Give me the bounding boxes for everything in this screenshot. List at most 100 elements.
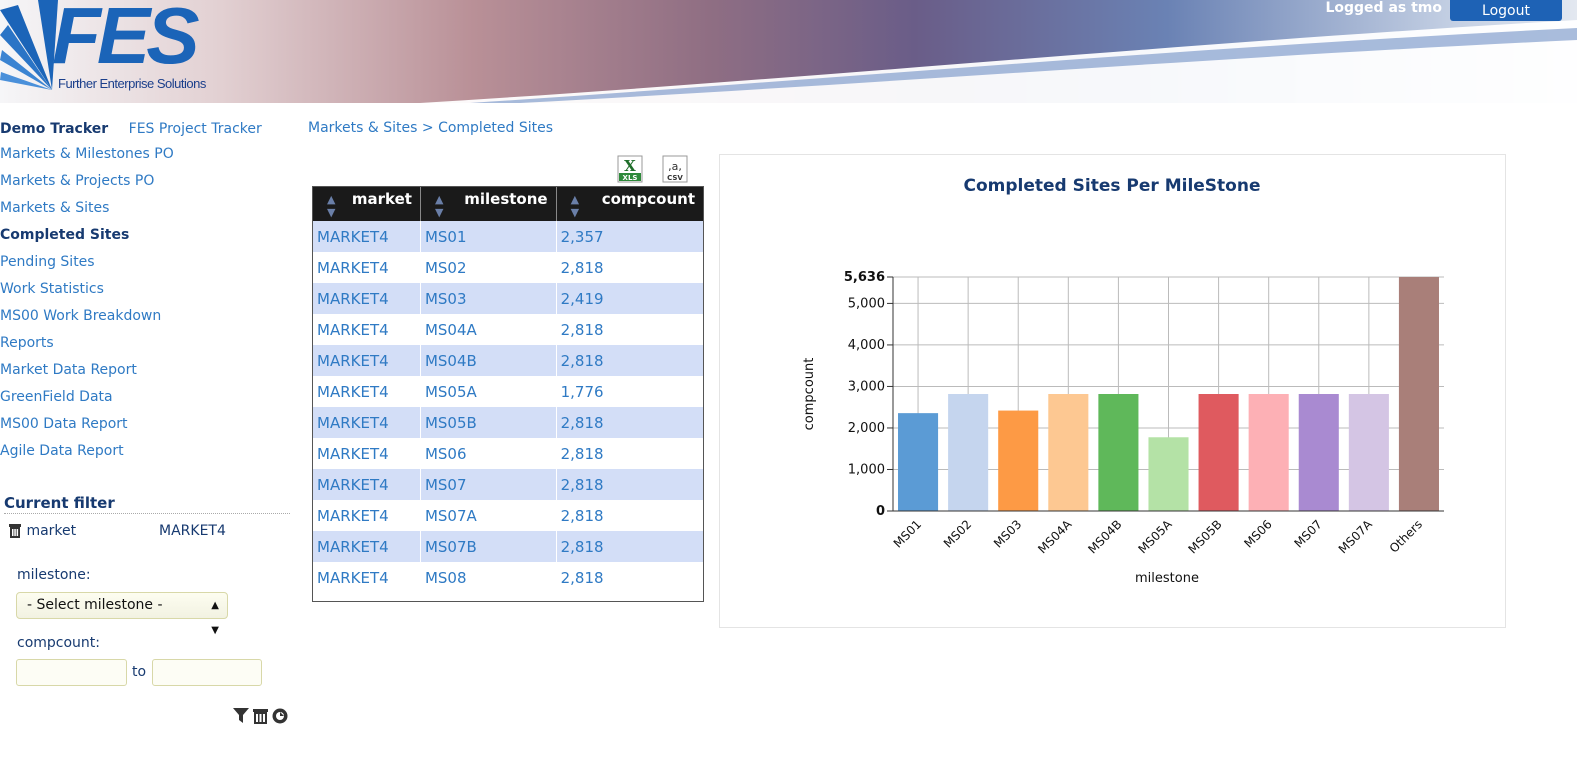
sidebar-item-ms00-work-breakdown[interactable]: MS00 Work Breakdown [0,308,162,324]
cell-compcount[interactable]: 2,818 [555,531,703,562]
chart-y-tick-label: 3,000 [848,379,885,394]
sort-icon: ▲ ▼ [570,192,580,219]
table-row[interactable]: MARKET4 MS04A 2,818 [313,314,703,345]
sort-icon: ▲ ▼ [434,192,444,219]
compcount-min-input[interactable] [16,659,127,686]
sidebar-item-market-data-report[interactable]: Market Data Report [0,362,137,378]
chart-x-tick-label: Others [1387,517,1425,555]
cell-market[interactable]: MARKET4 [313,252,420,283]
apply-filter-funnel-icon[interactable] [233,708,249,723]
reset-filter-icon[interactable] [272,708,288,724]
cell-milestone[interactable]: MS05A [419,376,556,407]
cell-market[interactable]: MARKET4 [313,469,420,500]
chart-x-tick-label: MS02 [941,517,974,550]
breadcrumb-parent-link[interactable]: Markets & Sites [308,120,418,136]
cell-compcount[interactable]: 2,818 [555,345,703,376]
sidebar-nav: Markets & Milestones PO Markets & Projec… [0,141,295,465]
table-row[interactable]: MARKET4 MS04B 2,818 [313,345,703,376]
cell-milestone[interactable]: MS05B [419,407,556,438]
milestone-filter-label: milestone: [17,567,91,583]
logout-button[interactable]: Logout [1450,0,1562,21]
chart-bar-ms01[interactable] [898,413,939,511]
cell-milestone[interactable]: MS01 [419,221,556,252]
column-header-market[interactable]: ▲ ▼ market [313,187,420,221]
sidebar-item-reports[interactable]: Reports [0,335,54,351]
cell-market[interactable]: MARKET4 [313,314,420,345]
chart-bar-ms05b[interactable] [1198,394,1239,511]
sidebar-item-work-statistics[interactable]: Work Statistics [0,281,104,297]
table-row[interactable]: MARKET4 MS08 2,818 [313,562,703,601]
cell-market[interactable]: MARKET4 [313,407,420,438]
cell-compcount[interactable]: 2,818 [555,469,703,500]
chart-bar-ms03[interactable] [998,410,1039,511]
cell-market[interactable]: MARKET4 [313,438,420,469]
chart-bar-ms04a[interactable] [1048,394,1089,511]
chart-bar-ms07a[interactable] [1348,394,1389,511]
sidebar-item-completed-sites[interactable]: Completed Sites [0,227,130,243]
cell-compcount[interactable]: 2,357 [555,221,703,252]
sidebar-item-ms00-data-report[interactable]: MS00 Data Report [0,416,128,432]
cell-milestone[interactable]: MS07B [419,531,556,562]
cell-milestone[interactable]: MS08 [419,562,556,601]
export-csv-icon[interactable]: ,a, CSV [662,155,690,183]
compcount-max-input[interactable] [152,659,262,686]
chart-bar-ms04b[interactable] [1098,394,1139,511]
chart-bar-others[interactable] [1398,277,1439,511]
cell-market[interactable]: MARKET4 [313,531,420,562]
cell-milestone[interactable]: MS07A [419,500,556,531]
chart-title: Completed Sites Per MileStone [964,176,1261,196]
sidebar-item-greenfield-data[interactable]: GreenField Data [0,389,113,405]
cell-milestone[interactable]: MS02 [419,252,556,283]
cell-compcount[interactable]: 2,818 [555,500,703,531]
cell-compcount[interactable]: 2,818 [555,252,703,283]
header-banner: FES Further Enterprise Solutions Logged … [0,0,1577,103]
chart-bar-ms07[interactable] [1298,394,1339,511]
milestone-select[interactable]: - Select milestone - ▲ ▼ [16,592,228,636]
export-xls-icon[interactable]: X XLS [617,155,645,183]
filter-market-label: market [26,523,77,539]
table-row[interactable]: MARKET4 MS07A 2,818 [313,500,703,531]
sidebar-item-pending-sites[interactable]: Pending Sites [0,254,95,270]
sidebar-item-markets-projects-po[interactable]: Markets & Projects PO [0,173,155,189]
cell-milestone[interactable]: MS04B [419,345,556,376]
cell-milestone[interactable]: MS04A [419,314,556,345]
svg-text:,a,: ,a, [668,160,682,173]
table-row[interactable]: MARKET4 MS07B 2,818 [313,531,703,562]
cell-compcount[interactable]: 2,818 [555,562,703,601]
table-row[interactable]: MARKET4 MS06 2,818 [313,438,703,469]
fes-logo[interactable]: FES Further Enterprise Solutions [0,0,245,103]
table-row[interactable]: MARKET4 MS02 2,818 [313,252,703,283]
logo-subtitle: Further Enterprise Solutions [58,76,206,91]
table-row[interactable]: MARKET4 MS05B 2,818 [313,407,703,438]
cell-market[interactable]: MARKET4 [313,500,420,531]
cell-compcount[interactable]: 2,419 [555,283,703,314]
table-row[interactable]: MARKET4 MS03 2,419 [313,283,703,314]
fes-project-tracker-link[interactable]: FES Project Tracker [128,121,262,137]
sidebar-item-agile-data-report[interactable]: Agile Data Report [0,443,124,459]
cell-market[interactable]: MARKET4 [313,283,420,314]
column-header-milestone[interactable]: ▲ ▼ milestone [419,187,556,221]
sidebar-item-markets-sites[interactable]: Markets & Sites [0,200,110,216]
cell-milestone[interactable]: MS07 [419,469,556,500]
cell-compcount[interactable]: 2,818 [555,407,703,438]
chart-bar-ms06[interactable] [1248,394,1289,511]
clear-filter-trash-icon[interactable] [253,709,268,724]
chart-bar-ms02[interactable] [948,394,989,511]
sidebar-item-markets-milestones-po[interactable]: Markets & Milestones PO [0,146,174,162]
table-row[interactable]: MARKET4 MS01 2,357 [313,221,703,252]
remove-filter-trash-icon[interactable] [8,523,22,539]
cell-market[interactable]: MARKET4 [313,562,420,601]
column-header-compcount[interactable]: ▲ ▼ compcount [555,187,703,221]
cell-milestone[interactable]: MS06 [419,438,556,469]
cell-milestone[interactable]: MS03 [419,283,556,314]
breadcrumb-current-link[interactable]: Completed Sites [438,120,554,136]
table-row[interactable]: MARKET4 MS07 2,818 [313,469,703,500]
chart-bar-ms05a[interactable] [1148,437,1189,511]
cell-market[interactable]: MARKET4 [313,221,420,252]
cell-compcount[interactable]: 1,776 [555,376,703,407]
table-row[interactable]: MARKET4 MS05A 1,776 [313,376,703,407]
cell-compcount[interactable]: 2,818 [555,314,703,345]
cell-market[interactable]: MARKET4 [313,376,420,407]
cell-market[interactable]: MARKET4 [313,345,420,376]
cell-compcount[interactable]: 2,818 [555,438,703,469]
